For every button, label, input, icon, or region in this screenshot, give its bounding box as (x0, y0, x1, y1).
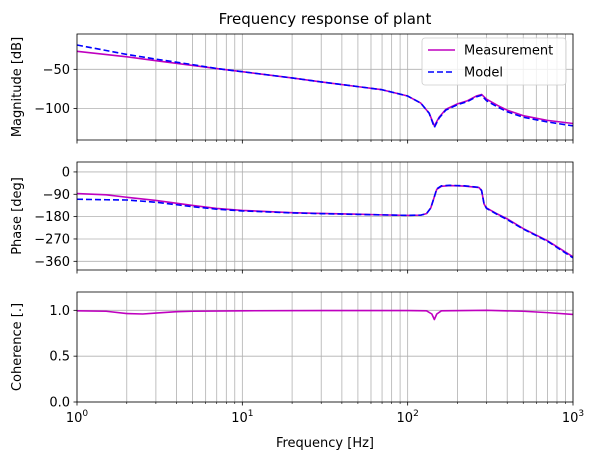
y-tick-label: 0 (62, 165, 70, 180)
series-model-line (77, 44, 573, 129)
y-tick-label: −180 (34, 210, 70, 225)
y-tick-label: −50 (43, 63, 70, 78)
x-tick-label: 103 (562, 409, 584, 426)
axes-frame (76, 291, 574, 403)
axes-frame (76, 33, 574, 141)
series-measurement-line (77, 309, 573, 321)
legend: Measurement Model (421, 37, 567, 86)
y-axis-label-coherence: Coherence [.] (10, 303, 25, 391)
x-axis-label: Frequency [Hz] (276, 436, 374, 451)
axes-frame (76, 161, 574, 271)
y-tick-label: −90 (43, 188, 70, 203)
legend-box (421, 37, 567, 86)
y-tick-label: 0.0 (49, 396, 70, 411)
y-axis-label-phase: Phase [deg] (10, 177, 25, 255)
panel-phase: 0 −90 −180 −270 −360 Phase [deg] (10, 161, 574, 274)
y-tick-label: 1.0 (49, 304, 70, 319)
series-model-line (77, 184, 573, 259)
y-tick-label: 0.5 (49, 350, 70, 365)
x-tick-label: 100 (66, 409, 89, 426)
legend-label-model: Model (464, 66, 503, 81)
y-axis-label-magnitude: Magnitude [dB] (10, 37, 25, 137)
y-tick-label: −100 (34, 102, 70, 117)
legend-label-measurement: Measurement (464, 44, 553, 59)
x-tick-exponent: 3 (578, 409, 584, 419)
x-tick-label: 101 (231, 409, 253, 426)
y-tick-label: −360 (34, 255, 70, 270)
chart-title: Frequency response of plant (219, 10, 432, 28)
x-tick-exponent: 2 (413, 409, 419, 419)
x-tick-label: 102 (397, 409, 419, 426)
series-measurement-line (77, 184, 573, 258)
x-tick-exponent: 0 (82, 409, 88, 419)
y-tick-label: −270 (34, 232, 70, 247)
panels: −50 −100 Magnitude [dB] Measurement Model 0 −9… (10, 33, 584, 426)
panel-magnitude: −50 −100 Magnitude [dB] Measurement Model (10, 33, 574, 144)
x-tick-exponent: 1 (248, 409, 254, 419)
